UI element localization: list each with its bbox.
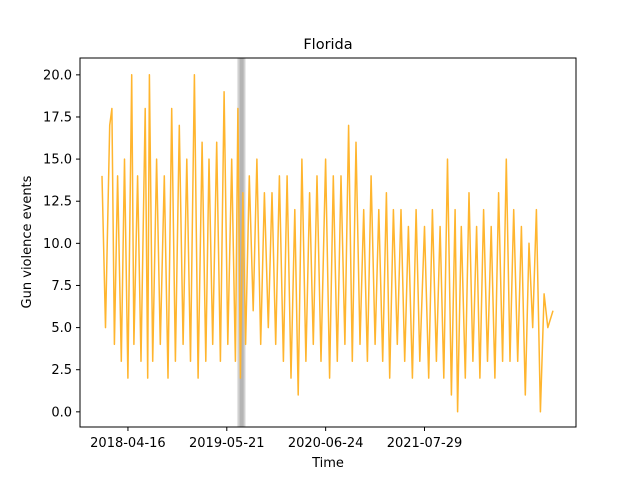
x-tick-label-0: 2018-04-16: [90, 436, 166, 451]
y-axis-label: Gun violence events: [20, 175, 35, 308]
y-tick-label-3: 7.5: [51, 279, 72, 294]
y-tick-label-6: 15.0: [43, 153, 72, 168]
y-tick-label-8: 20.0: [43, 68, 72, 83]
y-tick-label-0: 0.0: [51, 405, 72, 420]
x-axis: 2018-04-16 2019-05-21 2020-06-24 2021-07-29: [90, 427, 462, 451]
y-tick-label-2: 5.0: [51, 321, 72, 336]
x-tick-label-3: 2021-07-29: [387, 436, 463, 451]
y-axis: 0.0 2.5 5.0 7.5 10.0 12.5 15.0 17.5 20.0: [43, 68, 80, 420]
y-tick-label-4: 10.0: [43, 237, 72, 252]
y-tick-label-1: 2.5: [51, 363, 72, 378]
shaded-band-0: [236, 58, 246, 427]
series-layer: [101, 74, 554, 413]
y-tick-label-7: 17.5: [43, 110, 72, 125]
series-line-0: [101, 74, 554, 413]
y-tick-label-5: 12.5: [43, 195, 72, 210]
chart-title: Florida: [303, 37, 352, 53]
x-tick-label-2: 2020-06-24: [288, 436, 364, 451]
x-tick-label-1: 2019-05-21: [189, 436, 265, 451]
x-axis-label: Time: [311, 456, 344, 471]
plot-area-frame: [79, 57, 577, 428]
